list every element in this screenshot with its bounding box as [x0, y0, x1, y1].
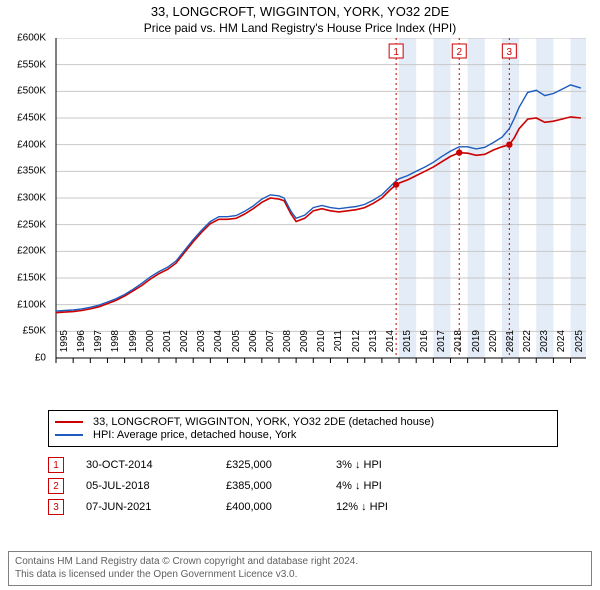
x-tick-label: 2023: [539, 330, 550, 364]
y-tick-label: £400K: [2, 139, 46, 150]
x-tick-label: 1996: [76, 330, 87, 364]
event-hpi: 4% ↓ HPI: [336, 480, 558, 492]
event-row: 3 07-JUN-2021 £400,000 12% ↓ HPI: [48, 499, 558, 515]
page-subtitle: Price paid vs. HM Land Registry's House …: [0, 21, 600, 35]
event-hpi: 3% ↓ HPI: [336, 459, 558, 471]
x-tick-label: 2006: [248, 330, 259, 364]
event-marker-box: 1: [48, 457, 64, 473]
event-price: £400,000: [226, 501, 336, 513]
x-tick-label: 2013: [368, 330, 379, 364]
x-tick-label: 2001: [162, 330, 173, 364]
x-tick-label: 2005: [231, 330, 242, 364]
event-price: £325,000: [226, 459, 336, 471]
y-tick-label: £500K: [2, 86, 46, 97]
event-marker-box: 2: [48, 478, 64, 494]
event-hpi: 12% ↓ HPI: [336, 501, 558, 513]
y-tick-label: £550K: [2, 59, 46, 70]
x-tick-label: 2025: [574, 330, 585, 364]
x-tick-label: 2022: [522, 330, 533, 364]
x-tick-label: 2024: [556, 330, 567, 364]
x-tick-label: 2015: [402, 330, 413, 364]
y-tick-label: £50K: [2, 326, 46, 337]
y-tick-label: £100K: [2, 299, 46, 310]
event-date: 30-OCT-2014: [86, 459, 226, 471]
x-tick-label: 2002: [179, 330, 190, 364]
legend-item: 33, LONGCROFT, WIGGINTON, YORK, YO32 2DE…: [55, 416, 551, 428]
event-row: 1 30-OCT-2014 £325,000 3% ↓ HPI: [48, 457, 558, 473]
svg-text:3: 3: [507, 47, 513, 58]
event-marker-box: 3: [48, 499, 64, 515]
events-table: 1 30-OCT-2014 £325,000 3% ↓ HPI 2 05-JUL…: [48, 452, 558, 520]
x-tick-label: 2018: [453, 330, 464, 364]
legend: 33, LONGCROFT, WIGGINTON, YORK, YO32 2DE…: [48, 410, 558, 447]
y-tick-label: £150K: [2, 273, 46, 284]
x-tick-label: 2012: [351, 330, 362, 364]
footer-line: Contains HM Land Registry data © Crown c…: [15, 556, 585, 569]
y-tick-label: £600K: [2, 33, 46, 44]
x-tick-label: 2003: [196, 330, 207, 364]
footer-line: This data is licensed under the Open Gov…: [15, 569, 585, 582]
x-tick-label: 2020: [488, 330, 499, 364]
page-title: 33, LONGCROFT, WIGGINTON, YORK, YO32 2DE: [0, 4, 600, 19]
x-tick-label: 2009: [299, 330, 310, 364]
y-tick-label: £350K: [2, 166, 46, 177]
y-tick-label: £250K: [2, 219, 46, 230]
x-tick-label: 2004: [213, 330, 224, 364]
x-tick-label: 1998: [110, 330, 121, 364]
x-tick-label: 2007: [265, 330, 276, 364]
attribution-footer: Contains HM Land Registry data © Crown c…: [8, 551, 592, 586]
x-tick-label: 2016: [419, 330, 430, 364]
legend-swatch-blue: [55, 434, 83, 436]
y-tick-label: £450K: [2, 113, 46, 124]
event-row: 2 05-JUL-2018 £385,000 4% ↓ HPI: [48, 478, 558, 494]
y-tick-label: £300K: [2, 193, 46, 204]
legend-item: HPI: Average price, detached house, York: [55, 429, 551, 441]
x-tick-label: 2011: [333, 330, 344, 364]
x-tick-label: 2014: [385, 330, 396, 364]
x-tick-label: 2010: [316, 330, 327, 364]
x-tick-label: 2008: [282, 330, 293, 364]
event-date: 07-JUN-2021: [86, 501, 226, 513]
x-tick-label: 1995: [59, 330, 70, 364]
legend-label: 33, LONGCROFT, WIGGINTON, YORK, YO32 2DE…: [93, 416, 434, 428]
y-tick-label: £0: [2, 353, 46, 364]
x-tick-label: 1997: [93, 330, 104, 364]
x-tick-label: 2000: [145, 330, 156, 364]
event-price: £385,000: [226, 480, 336, 492]
legend-label: HPI: Average price, detached house, York: [93, 429, 296, 441]
x-tick-label: 2019: [471, 330, 482, 364]
svg-text:2: 2: [456, 47, 462, 58]
x-tick-label: 1999: [128, 330, 139, 364]
x-tick-label: 2017: [436, 330, 447, 364]
svg-text:1: 1: [393, 47, 399, 58]
x-tick-label: 2021: [505, 330, 516, 364]
y-tick-label: £200K: [2, 246, 46, 257]
legend-swatch-red: [55, 421, 83, 423]
event-date: 05-JUL-2018: [86, 480, 226, 492]
price-chart: 123 £0£50K£100K£150K£200K£250K£300K£350K…: [8, 38, 592, 398]
